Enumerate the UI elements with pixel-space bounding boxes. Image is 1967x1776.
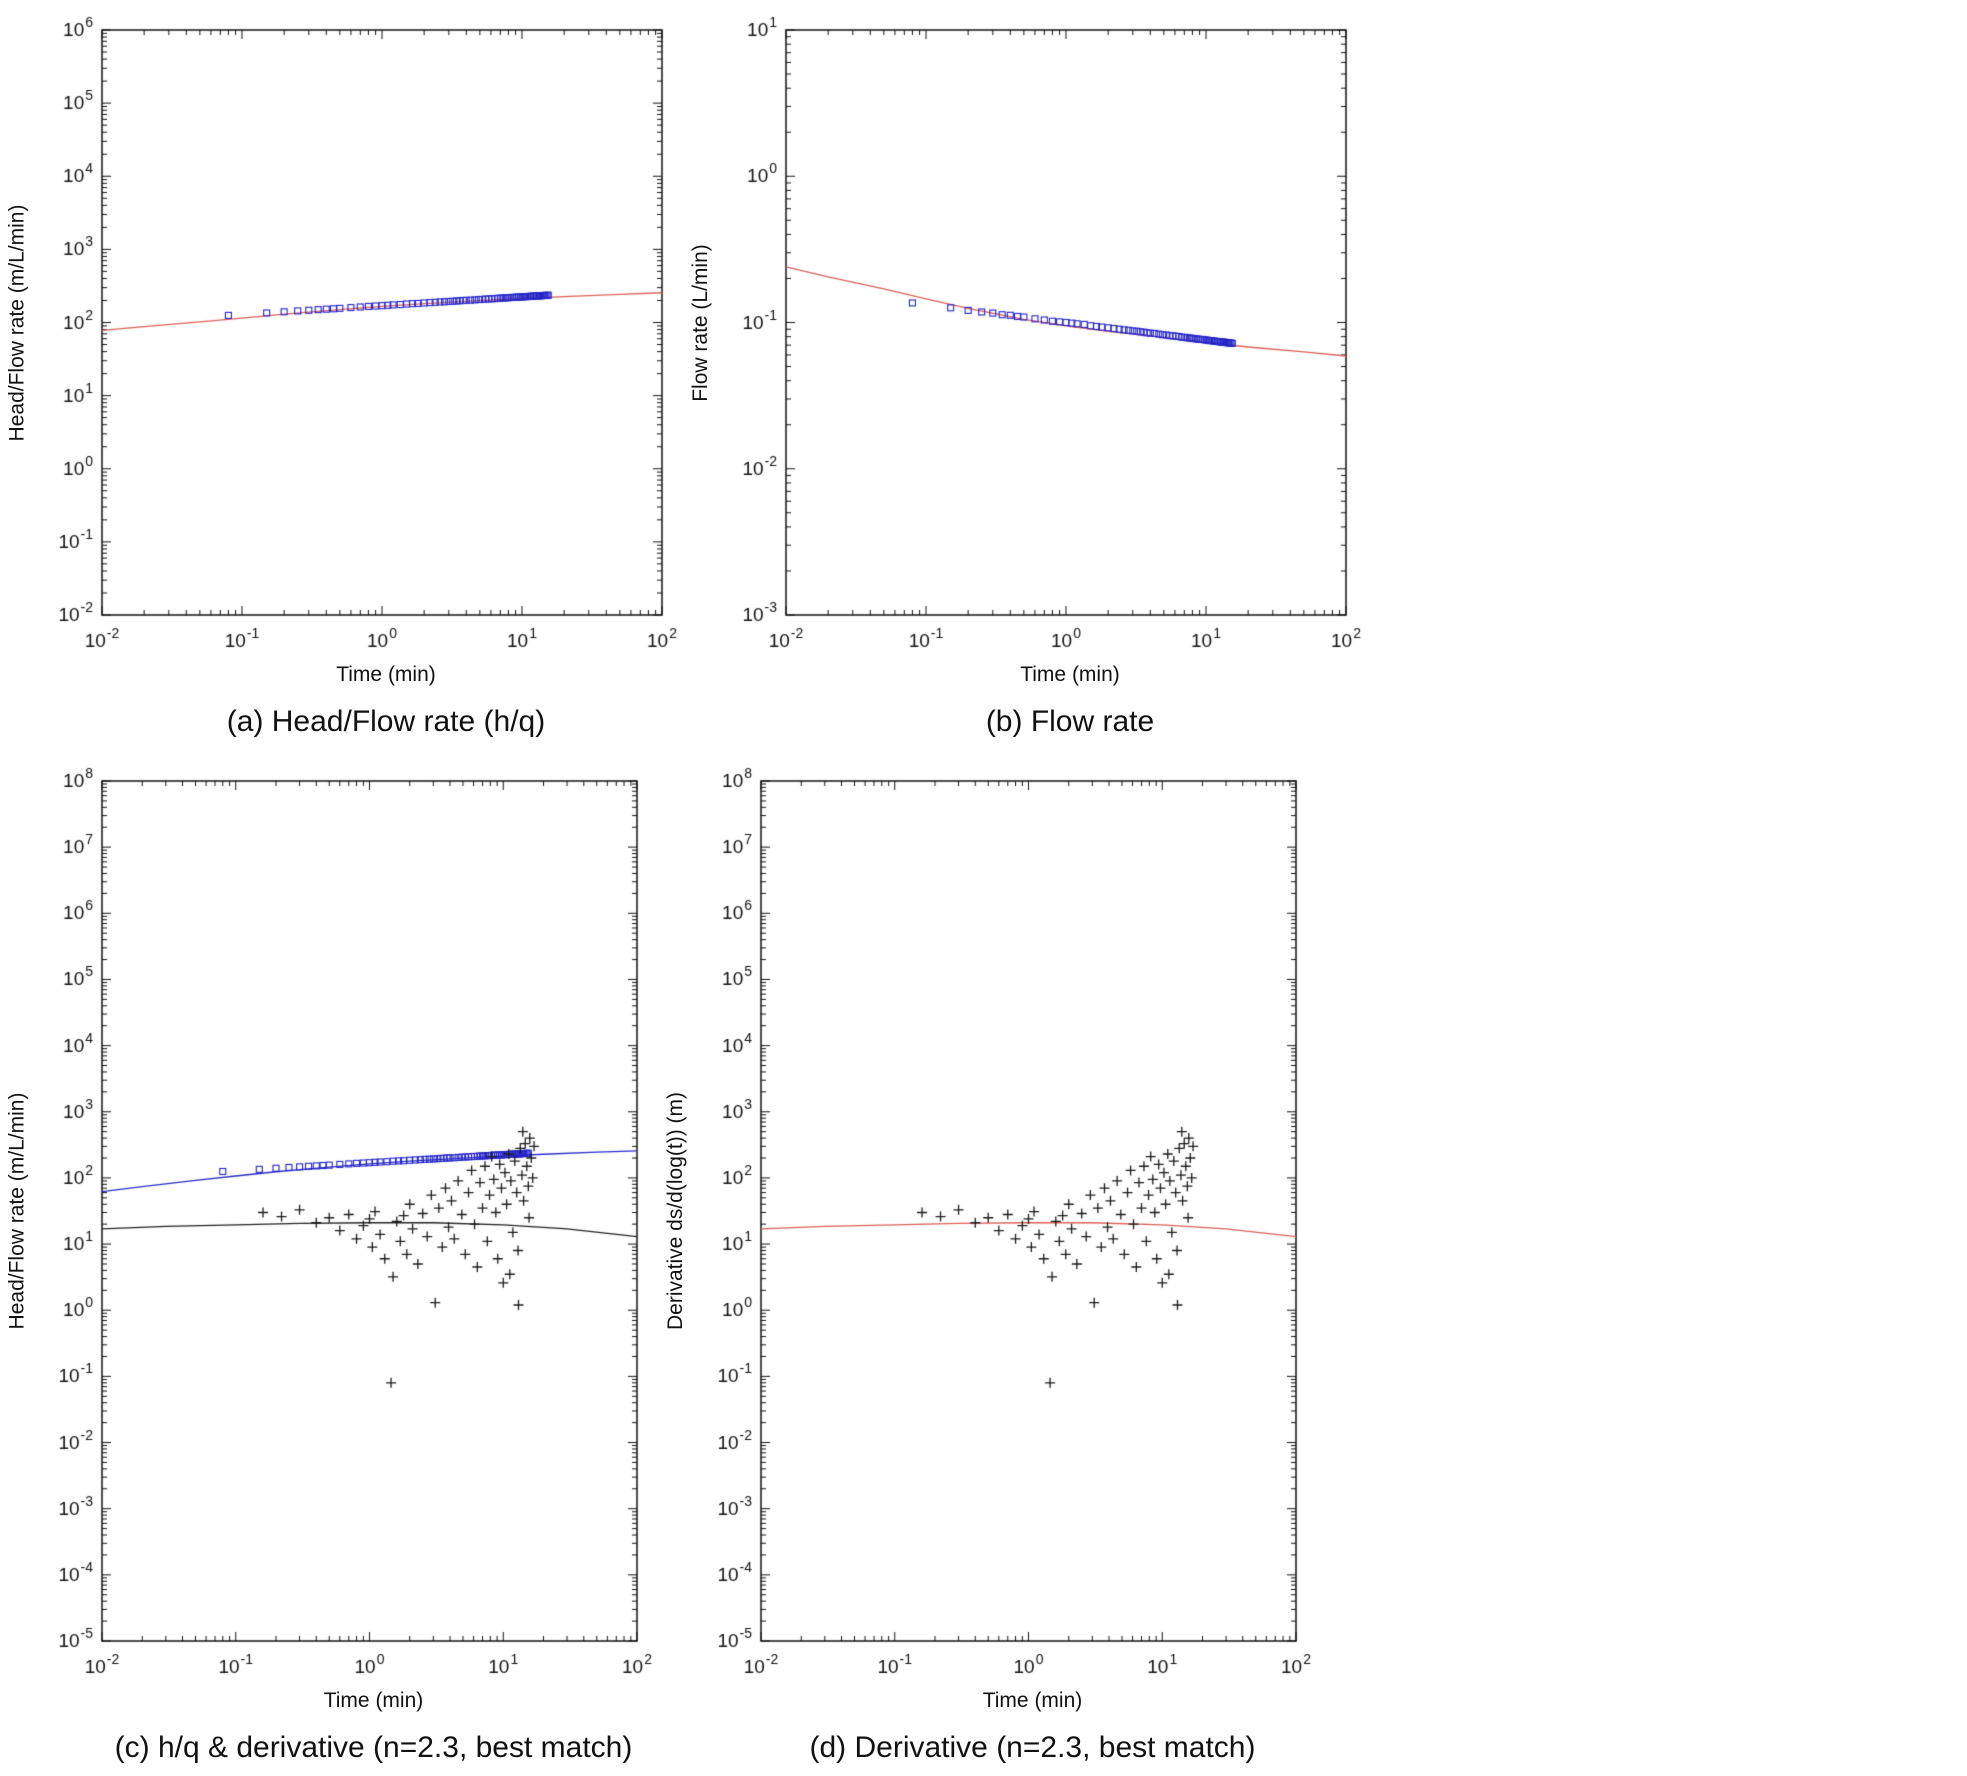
panel-b-caption: (b) Flow rate bbox=[985, 705, 1155, 738]
panel-c: Head/Flow rate (m/L/min) Time (min) (c) … bbox=[0, 765, 659, 1765]
panel-a-caption: (a) Head/Flow rate (h/q) bbox=[226, 705, 546, 738]
panel-c-plot-row: Head/Flow rate (m/L/min) bbox=[0, 765, 659, 1687]
panel-a-plot-row: Head/Flow rate (m/L/min) bbox=[0, 14, 684, 661]
panel-c-caption: (c) h/q & derivative (n=2.3, best match) bbox=[114, 1731, 633, 1764]
panel-d-x-axis-title: Time (min) bbox=[982, 1689, 1083, 1712]
panel-d-y-title-wrap: Derivative ds/d(log(t)) (m) bbox=[659, 765, 693, 1687]
panel-a-y-title-wrap: Head/Flow rate (m/L/min) bbox=[0, 14, 34, 661]
panel-c-y-axis-title: Head/Flow rate (m/L/min) bbox=[5, 1092, 28, 1330]
panel-b-y-title-wrap: Flow rate (L/min) bbox=[684, 14, 718, 661]
panel-a-plot-canvas bbox=[34, 14, 684, 661]
panel-d: Derivative ds/d(log(t)) (m) Time (min) (… bbox=[659, 765, 1318, 1765]
panel-d-plot-row: Derivative ds/d(log(t)) (m) bbox=[659, 765, 1318, 1687]
panel-d-caption: (d) Derivative (n=2.3, best match) bbox=[809, 1731, 1256, 1764]
top-row: Head/Flow rate (m/L/min) Time (min) (a) … bbox=[0, 14, 1967, 739]
panel-b: Flow rate (L/min) Time (min) (b) Flow ra… bbox=[684, 14, 1368, 739]
panel-b-plot-canvas bbox=[718, 14, 1368, 661]
panel-b-plot-row: Flow rate (L/min) bbox=[684, 14, 1368, 661]
panel-b-x-axis-title: Time (min) bbox=[1020, 663, 1120, 686]
panel-c-x-axis-title: Time (min) bbox=[323, 1689, 424, 1712]
panel-a: Head/Flow rate (m/L/min) Time (min) (a) … bbox=[0, 14, 684, 739]
bottom-row: Head/Flow rate (m/L/min) Time (min) (c) … bbox=[0, 765, 1967, 1765]
panel-d-plot-canvas bbox=[693, 765, 1318, 1687]
panel-c-y-title-wrap: Head/Flow rate (m/L/min) bbox=[0, 765, 34, 1687]
panel-b-y-axis-title: Flow rate (L/min) bbox=[689, 243, 712, 402]
panel-a-y-axis-title: Head/Flow rate (m/L/min) bbox=[5, 204, 28, 441]
panel-a-x-axis-title: Time (min) bbox=[336, 663, 436, 686]
panel-c-plot-canvas bbox=[34, 765, 659, 1687]
panel-d-y-axis-title: Derivative ds/d(log(t)) (m) bbox=[664, 1091, 688, 1331]
